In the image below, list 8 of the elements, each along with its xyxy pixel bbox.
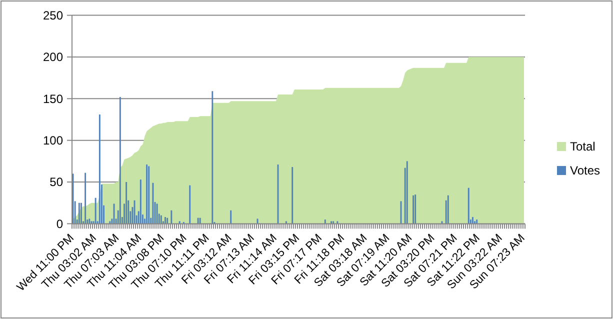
y-tick-label: 0 [56, 216, 64, 231]
y-tick-label: 200 [42, 50, 64, 64]
y-tick-label: 150 [42, 92, 64, 106]
y-tick-label: 250 [42, 8, 64, 22]
y-tick-label: 50 [50, 175, 64, 190]
legend-label: Total [570, 140, 596, 154]
legend-label: Votes [570, 164, 600, 178]
y-tick-label: 100 [42, 134, 64, 148]
